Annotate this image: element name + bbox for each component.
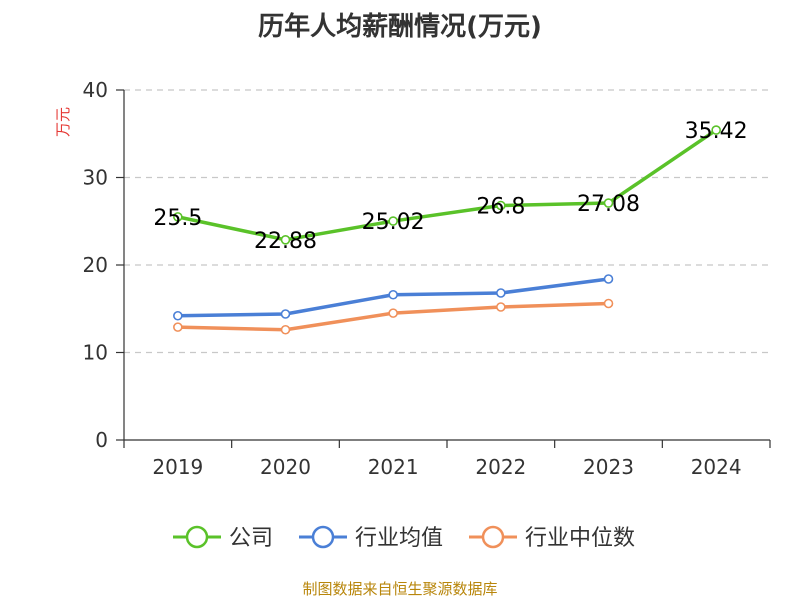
data-point [496, 200, 506, 211]
legend: 公司 行业均值 行业中位数 [173, 525, 635, 551]
data-point [280, 309, 291, 319]
data-label: 26.8 [476, 195, 525, 220]
data-point [280, 324, 291, 335]
y-tick-label: 30 [83, 166, 108, 190]
data-point [173, 310, 183, 321]
y-tick-label: 20 [83, 253, 108, 277]
data-point [496, 302, 506, 312]
legend-label: 行业均值 [355, 526, 443, 551]
data-point [173, 322, 183, 332]
axis-layer: 0 10 20 30 40 2019 2020 2021 2022 2023 2024 [83, 78, 771, 479]
x-tick-label: 2021 [368, 455, 419, 479]
data-point [388, 289, 398, 300]
data-label: 25.02 [362, 210, 425, 235]
y-tick-label: 40 [83, 78, 108, 102]
data-label: 25.5 [153, 206, 202, 231]
x-tick-label: 2019 [152, 455, 203, 479]
data-point [173, 212, 183, 222]
data-point [388, 308, 398, 318]
legend-swatch-marker [311, 525, 335, 549]
legend-swatch-marker [481, 525, 505, 549]
grid-layer [124, 89, 770, 354]
data-point [603, 198, 614, 208]
data-label-layer: 25.5 22.88 25.02 26.8 27.08 35.42 [153, 119, 747, 254]
data-point [711, 125, 721, 135]
legend-item[interactable]: 行业中位数 [469, 525, 635, 551]
data-label: 35.42 [685, 119, 748, 144]
legend-item[interactable]: 行业均值 [299, 525, 443, 551]
chart-title: 历年人均薪酬情况(万元) [258, 12, 542, 42]
legend-label: 行业中位数 [525, 526, 635, 551]
data-point [388, 216, 398, 226]
series-line [177, 128, 718, 242]
legend-item[interactable]: 公司 [173, 525, 273, 551]
x-tick-label: 2020 [260, 455, 311, 479]
data-point [603, 274, 614, 284]
y-tick-label: 10 [83, 341, 108, 365]
data-point [496, 288, 506, 298]
x-tick-label: 2022 [475, 455, 526, 479]
data-point [280, 235, 291, 245]
series-layer [173, 125, 721, 335]
x-tick-label: 2024 [691, 455, 742, 479]
data-point [603, 298, 614, 309]
legend-label: 公司 [229, 526, 273, 551]
legend-swatch-marker [185, 525, 209, 549]
y-axis-label: 万元 [54, 107, 72, 137]
x-tick-label: 2023 [583, 455, 634, 479]
source-note: 制图数据来自恒生聚源数据库 [302, 580, 498, 598]
y-tick-label: 0 [95, 428, 108, 452]
data-label: 27.08 [577, 192, 640, 217]
data-label: 22.88 [254, 229, 317, 254]
